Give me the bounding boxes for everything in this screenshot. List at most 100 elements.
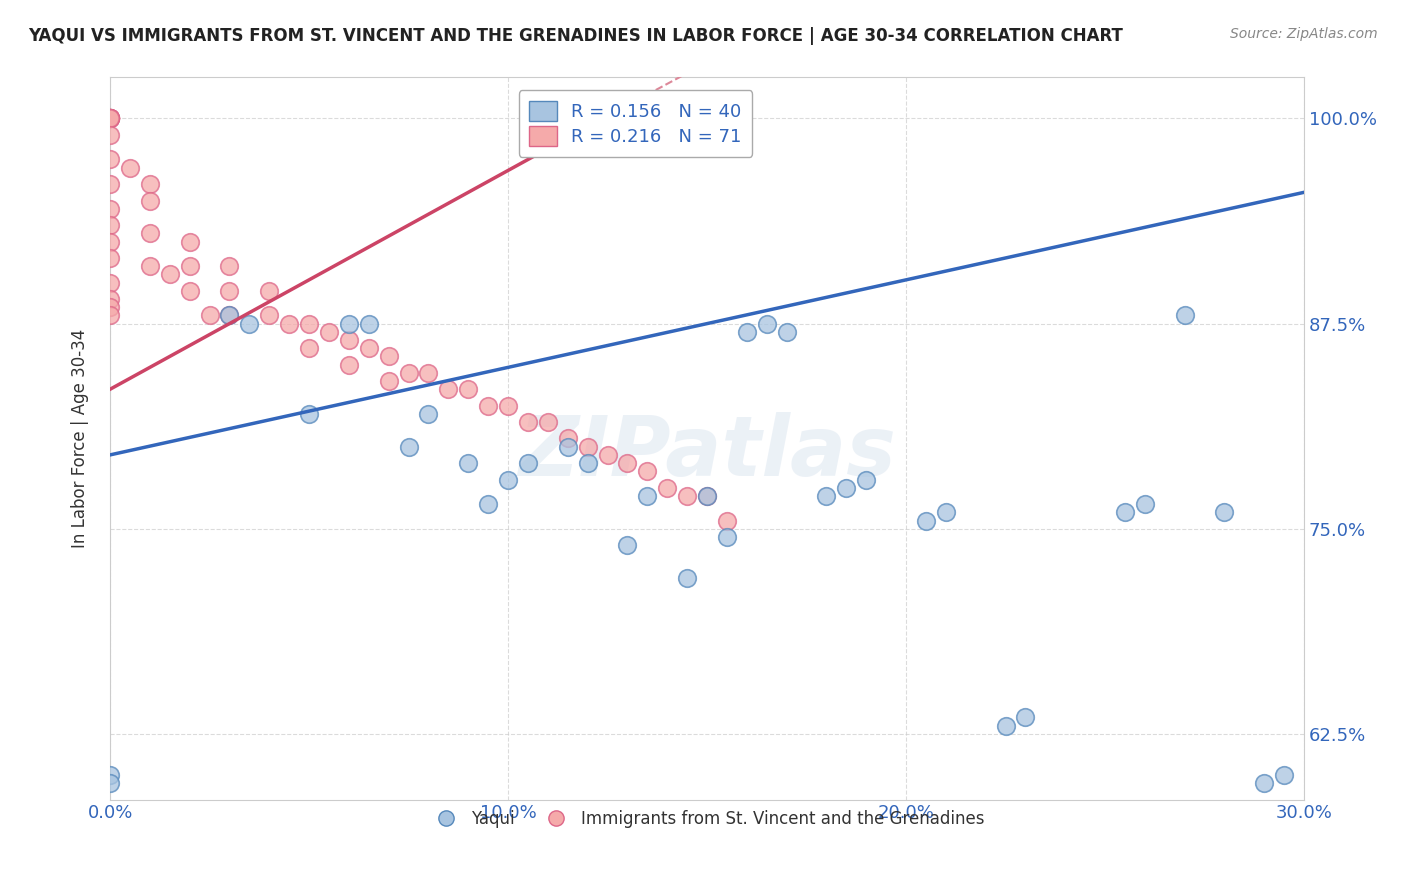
Point: [218, 309, 240, 323]
Point: [98, 276, 121, 290]
Point: [437, 382, 460, 396]
Point: [98, 776, 121, 790]
Y-axis label: In Labor Force | Age 30-34: In Labor Force | Age 30-34: [72, 329, 89, 548]
Point: [159, 268, 181, 282]
Point: [1114, 505, 1136, 519]
Point: [676, 571, 699, 585]
Point: [98, 153, 121, 167]
Point: [1213, 505, 1236, 519]
Point: [994, 719, 1017, 733]
Point: [98, 112, 121, 126]
Point: [179, 284, 201, 298]
Point: [576, 456, 599, 470]
Point: [496, 473, 519, 487]
Point: [357, 317, 380, 331]
Point: [418, 366, 440, 380]
Point: [398, 440, 420, 454]
Point: [98, 768, 121, 782]
Point: [98, 177, 121, 191]
Point: [377, 374, 399, 388]
Point: [337, 333, 360, 347]
Point: [278, 317, 301, 331]
Point: [418, 407, 440, 421]
Point: [517, 415, 540, 429]
Point: [457, 456, 479, 470]
Point: [835, 481, 858, 495]
Point: [98, 251, 121, 265]
Point: [259, 309, 281, 323]
Point: [98, 300, 121, 314]
Point: [1074, 817, 1097, 831]
Point: [457, 382, 479, 396]
Point: [98, 202, 121, 216]
Point: [98, 112, 121, 126]
Point: [98, 292, 121, 306]
Point: [98, 309, 121, 323]
Point: [139, 177, 162, 191]
Point: [557, 440, 579, 454]
Point: [557, 432, 579, 446]
Point: [477, 497, 499, 511]
Point: [1272, 768, 1295, 782]
Point: [218, 284, 240, 298]
Point: [377, 350, 399, 364]
Point: [537, 415, 560, 429]
Point: [735, 325, 758, 339]
Point: [657, 481, 679, 495]
Point: [1133, 497, 1156, 511]
Point: [98, 112, 121, 126]
Point: [696, 489, 718, 503]
Point: [298, 317, 321, 331]
Point: [398, 366, 420, 380]
Point: [218, 259, 240, 273]
Point: [218, 309, 240, 323]
Point: [98, 235, 121, 249]
Text: Source: ZipAtlas.com: Source: ZipAtlas.com: [1230, 27, 1378, 41]
Point: [98, 112, 121, 126]
Point: [198, 309, 221, 323]
Point: [139, 194, 162, 208]
Point: [337, 317, 360, 331]
Text: ZIPatlas: ZIPatlas: [519, 412, 896, 493]
Point: [636, 489, 658, 503]
Point: [716, 514, 738, 528]
Point: [915, 514, 938, 528]
Legend: Yaqui, Immigrants from St. Vincent and the Grenadines: Yaqui, Immigrants from St. Vincent and t…: [423, 803, 991, 835]
Point: [1253, 776, 1275, 790]
Point: [477, 399, 499, 413]
Point: [337, 358, 360, 372]
Point: [98, 128, 121, 142]
Point: [298, 407, 321, 421]
Point: [98, 218, 121, 232]
Point: [716, 530, 738, 544]
Point: [238, 317, 260, 331]
Point: [855, 473, 877, 487]
Point: [496, 399, 519, 413]
Point: [259, 284, 281, 298]
Point: [616, 538, 638, 552]
Point: [357, 341, 380, 355]
Point: [696, 489, 718, 503]
Point: [1014, 710, 1036, 724]
Point: [1174, 309, 1197, 323]
Point: [139, 259, 162, 273]
Point: [576, 440, 599, 454]
Point: [118, 161, 141, 175]
Point: [298, 341, 321, 355]
Point: [139, 227, 162, 241]
Point: [179, 235, 201, 249]
Point: [755, 317, 778, 331]
Point: [98, 112, 121, 126]
Point: [98, 112, 121, 126]
Point: [318, 325, 340, 339]
Point: [98, 112, 121, 126]
Point: [1054, 825, 1077, 839]
Point: [179, 259, 201, 273]
Point: [517, 456, 540, 470]
Text: YAQUI VS IMMIGRANTS FROM ST. VINCENT AND THE GRENADINES IN LABOR FORCE | AGE 30-: YAQUI VS IMMIGRANTS FROM ST. VINCENT AND…: [28, 27, 1123, 45]
Point: [676, 489, 699, 503]
Point: [98, 112, 121, 126]
Point: [596, 448, 619, 462]
Point: [815, 489, 838, 503]
Point: [616, 456, 638, 470]
